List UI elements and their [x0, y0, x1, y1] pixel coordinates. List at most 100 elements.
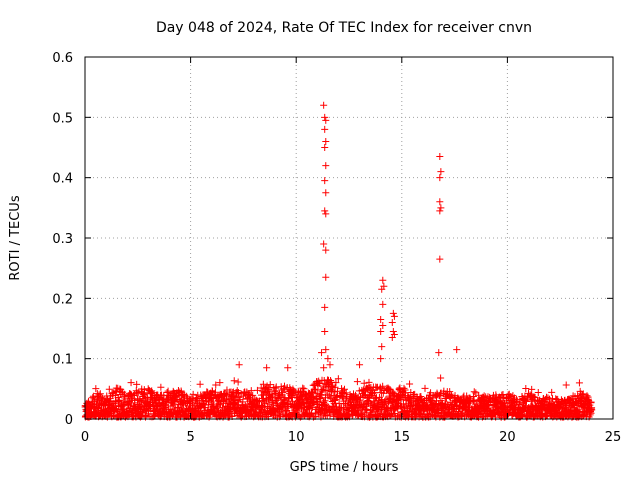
data-point: [318, 349, 326, 357]
background-point: [230, 377, 238, 385]
data-point: [320, 364, 328, 372]
background-point: [296, 413, 304, 421]
background-point: [167, 406, 175, 414]
background-point: [579, 412, 587, 420]
background-point: [234, 378, 242, 386]
background-point: [405, 393, 413, 401]
data-point: [436, 255, 444, 263]
y-tick-label: 0.6: [52, 51, 73, 66]
data-point: [377, 315, 385, 323]
y-tick-label: 0: [65, 413, 73, 428]
background-point: [379, 382, 387, 390]
x-tick-label: 15: [394, 430, 411, 445]
background-point: [386, 394, 394, 402]
background-point: [320, 398, 328, 406]
data-point: [322, 189, 330, 197]
background-point: [480, 392, 488, 400]
background-point: [313, 389, 321, 397]
background-point: [140, 389, 148, 397]
data-point: [322, 346, 330, 354]
data-point: [322, 162, 330, 170]
background-point: [334, 375, 342, 383]
data-point: [379, 276, 387, 284]
data-point: [326, 361, 334, 369]
tick-labels: 0 5 10 15 20 25 0 0.1 0.2 0.3 0.4 0.5 0.6: [52, 51, 621, 445]
data-point: [321, 328, 329, 336]
background-point: [105, 385, 113, 393]
background-point: [157, 383, 165, 391]
data-point: [321, 207, 329, 215]
background-point: [520, 407, 528, 415]
background-point: [96, 390, 104, 398]
background-point: [211, 388, 219, 396]
data-point: [377, 328, 385, 336]
y-tick-label: 0.1: [52, 353, 73, 368]
data-point: [322, 246, 330, 254]
background-point: [115, 397, 123, 405]
background-point: [562, 381, 570, 389]
background-point: [485, 399, 493, 407]
background-point: [331, 383, 339, 391]
y-axis-label: ROTI / TECUs: [8, 195, 23, 280]
x-tick-label: 25: [605, 430, 622, 445]
background-point: [332, 393, 340, 401]
background-point: [299, 384, 307, 392]
data-point: [436, 174, 444, 182]
data-point: [284, 364, 292, 372]
background-point: [548, 388, 556, 396]
background-point: [145, 402, 153, 410]
points-layer: [81, 101, 596, 421]
background-point: [331, 396, 339, 404]
data-point: [378, 343, 386, 351]
background-point: [322, 386, 330, 394]
background-point: [317, 391, 325, 399]
background-point: [578, 391, 586, 399]
background-point: [271, 390, 279, 398]
background-point: [575, 379, 583, 387]
data-point: [322, 273, 330, 281]
background-point: [212, 381, 220, 389]
background-point: [583, 392, 591, 400]
data-point: [389, 328, 397, 336]
background-point: [340, 385, 348, 393]
data-point: [322, 137, 330, 145]
background-point: [472, 400, 480, 408]
y-tick-label: 0.4: [52, 172, 73, 187]
background-point: [245, 390, 253, 398]
background-point: [579, 390, 587, 398]
data-point: [436, 198, 444, 206]
data-point: [324, 355, 332, 363]
data-point: [378, 285, 386, 293]
background-point: [360, 379, 368, 387]
axes-layer: [84, 56, 614, 420]
background-point: [400, 384, 408, 392]
background-point: [353, 378, 361, 386]
background-point: [223, 392, 231, 400]
data-point: [436, 153, 444, 161]
background-point: [332, 379, 340, 387]
background-point: [588, 406, 596, 414]
data-point: [453, 346, 461, 354]
data-point: [321, 177, 329, 185]
data-point: [321, 303, 329, 311]
background-point: [129, 391, 137, 399]
background-point: [470, 388, 478, 396]
data-point: [437, 168, 445, 176]
background-point: [544, 394, 552, 402]
data-point: [379, 321, 387, 329]
background-point: [234, 389, 242, 397]
background-point: [259, 403, 267, 411]
chart-title: Day 048 of 2024, Rate Of TEC Index for r…: [156, 20, 532, 36]
data-point: [322, 210, 330, 218]
background-point: [249, 391, 257, 399]
background-point: [230, 399, 238, 407]
data-point: [321, 113, 329, 121]
background-point: [501, 399, 509, 407]
background-point: [327, 376, 335, 384]
background-point: [424, 403, 432, 411]
background-point: [406, 380, 414, 388]
background-point: [267, 394, 275, 402]
background-point: [92, 385, 100, 393]
background-point: [437, 374, 445, 382]
